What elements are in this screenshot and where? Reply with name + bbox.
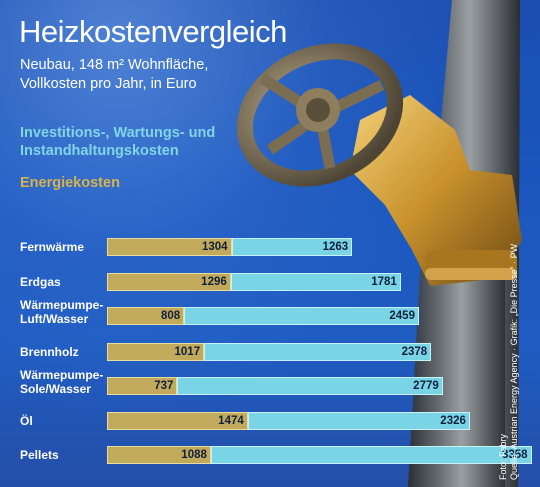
brass-valve-body — [350, 95, 522, 286]
data-label-energy: 1474 — [218, 415, 244, 427]
data-label-energy: 1304 — [201, 241, 228, 253]
source-credit: Quelle: Austrian Energy Agency · Grafik:… — [509, 243, 519, 480]
data-label-investment: 2326 — [440, 415, 466, 427]
category-label-line: Fernwärme — [20, 240, 85, 254]
data-label-energy: 808 — [160, 310, 181, 322]
category-label: Wärmepumpe- Luft/Wasser — [20, 298, 103, 326]
bar-energy — [107, 343, 205, 361]
category-label: Brennholz — [20, 345, 79, 359]
category-label-line: Wärmepumpe- — [20, 298, 104, 312]
subtitle-line-2: Vollkosten pro Jahr, in Euro — [20, 76, 197, 92]
bar-energy — [107, 307, 185, 325]
credit-text: Foto: Fabry Quelle: Austrian Energy Agen… — [498, 244, 520, 480]
bar-investment — [230, 273, 401, 291]
bar-investment — [231, 238, 353, 256]
category-label: Erdgas — [20, 275, 61, 289]
bar-investment — [247, 412, 470, 430]
legend: Investitions-, Wartungs- und Instandhalt… — [20, 124, 220, 192]
category-label: Wärmepumpe- Sole/Wasser — [20, 368, 103, 396]
data-label-investment: 1781 — [371, 276, 397, 288]
data-label-energy: 1296 — [201, 276, 227, 288]
category-label-line: Erdgas — [20, 275, 61, 289]
legend-energy: Energiekosten — [20, 175, 120, 191]
category-label-line: Pellets — [20, 448, 59, 462]
legend-investment: Investitions-, Wartungs- und Instandhalt… — [20, 125, 216, 159]
data-label-investment: 2459 — [389, 310, 415, 322]
bar-energy — [107, 238, 232, 256]
category-label-line: Wärmepumpe- — [20, 368, 104, 382]
bar-investment — [210, 446, 532, 464]
data-label-investment: 2779 — [413, 380, 439, 392]
bar-investment — [177, 377, 443, 395]
data-label-energy: 737 — [154, 380, 174, 392]
bar-energy — [107, 446, 211, 464]
valve-wheel-icon — [236, 43, 404, 187]
photo-credit: Foto: Fabry — [498, 433, 508, 480]
bar-energy — [107, 273, 231, 291]
data-label-investment: 3358 — [501, 449, 528, 461]
data-label-energy: 1088 — [181, 449, 207, 461]
data-label-investment: 1263 — [322, 241, 349, 253]
category-label-line: Öl — [20, 414, 33, 428]
subtitle: Neubau, 148 m² Wohnfläche, Vollkosten pr… — [20, 56, 260, 94]
data-label-energy: 1017 — [174, 346, 201, 358]
bar-energy — [107, 412, 248, 430]
data-label-investment: 2378 — [401, 346, 428, 358]
bar-investment — [204, 343, 432, 361]
page-title: Heizkostenvergleich — [19, 14, 287, 49]
category-label: Pellets — [20, 448, 59, 462]
category-label: Öl — [20, 414, 33, 428]
category-label-line: Sole/Wasser — [20, 382, 91, 396]
subtitle-line-1: Neubau, 148 m² Wohnfläche, — [20, 57, 209, 73]
category-label: Fernwärme — [20, 240, 84, 254]
category-label-line: Brennholz — [20, 345, 79, 359]
bar-energy — [107, 377, 178, 395]
bar-investment — [184, 307, 419, 325]
category-label-line: Luft/Wasser — [20, 312, 89, 326]
